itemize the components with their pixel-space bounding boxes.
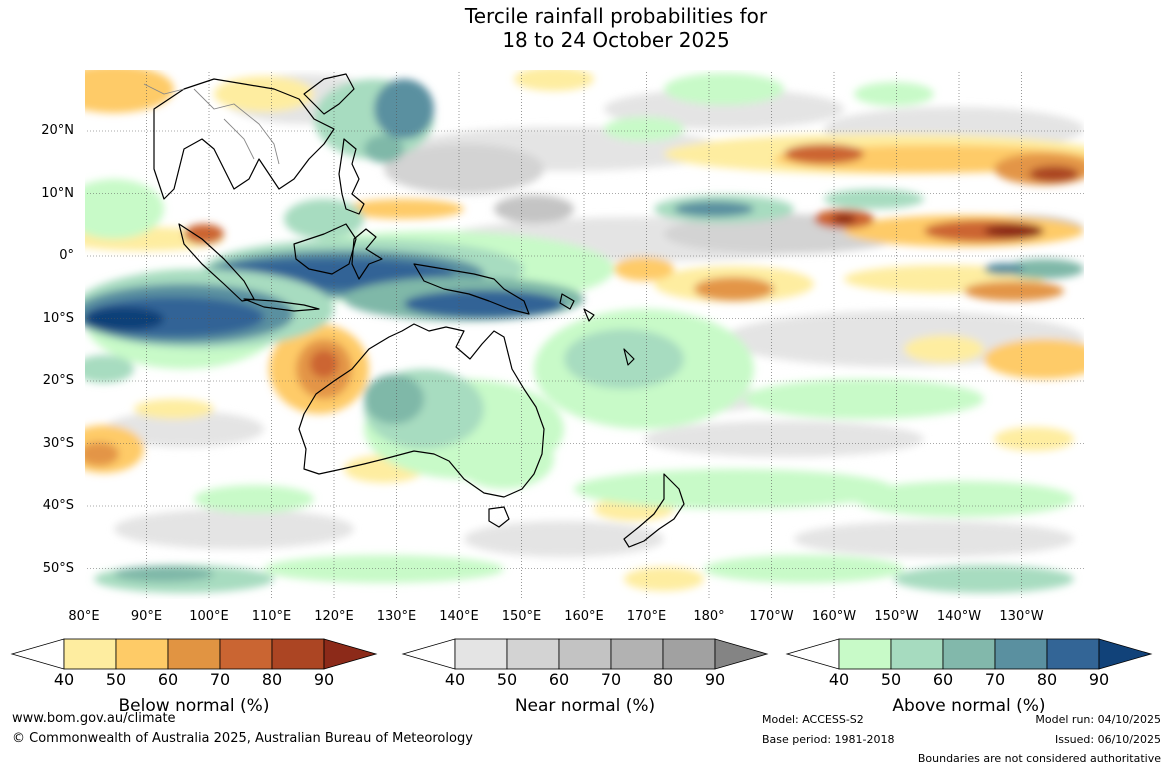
longitude-label: 140°E [439, 609, 479, 624]
colorbar-tick-label: 70 [600, 670, 622, 689]
colorbar-segment [942, 638, 996, 670]
colorbar-title: Below normal (%) [118, 696, 270, 716]
colorbar [401, 638, 769, 670]
latitude-label: 0° [59, 248, 74, 263]
colorbar-extend-low [401, 638, 456, 670]
colorbar-segment [610, 638, 664, 670]
colorbar-tick-label: 80 [1036, 670, 1058, 689]
longitude-label: 80°E [68, 609, 100, 624]
colorbar-segment [271, 638, 325, 670]
colorbar [785, 638, 1153, 670]
map-gridlines [84, 69, 1085, 600]
colorbar-segment [167, 638, 221, 670]
boundaries-disclaimer: Boundaries are not considered authoritat… [917, 752, 1161, 765]
issued-text: Issued: 06/10/2025 [1054, 733, 1161, 746]
longitude-label: 160°E [564, 609, 604, 624]
colorbar-tick-label: 90 [1088, 670, 1110, 689]
latitude-label: 10°N [41, 185, 74, 201]
model-run-text: Model run: 04/10/2025 [1035, 713, 1161, 726]
bom-url[interactable]: www.bom.gov.au/climate [12, 711, 176, 726]
longitude-label: 140°W [936, 609, 982, 624]
copyright-text: © Commonwealth of Australia 2025, Austra… [12, 731, 473, 746]
longitude-label: 100°E [189, 609, 229, 624]
colorbar-extend-high [323, 638, 378, 670]
latitude-label: 20°S [42, 373, 74, 388]
colorbar-segment [219, 638, 273, 670]
latitude-label: 10°S [42, 310, 74, 326]
colorbar-tick-label: 90 [313, 670, 335, 689]
longitude-label: 170°E [626, 609, 667, 624]
colorbar-tick-label: 70 [209, 670, 231, 689]
longitude-label: 90°E [130, 609, 163, 624]
colorbar-extend-low [785, 638, 840, 670]
colorbar-tick-label: 50 [496, 670, 518, 689]
colorbar-segment [1046, 638, 1100, 670]
coastlines [153, 73, 685, 548]
latitude-label: 20°N [41, 123, 74, 138]
colorbar-tick-label: 40 [828, 670, 850, 689]
colorbar-tick-label: 90 [704, 670, 726, 689]
colorbar-title: Above normal (%) [892, 696, 1046, 716]
colorbar-extend-low [10, 638, 65, 670]
title-line-1: Tercile rainfall probabilities for [464, 4, 768, 28]
longitude-label: 130°E [376, 609, 417, 624]
colorbar-segment [115, 638, 169, 670]
colorbar-tick-label: 50 [880, 670, 902, 689]
title-line-2: 18 to 24 October 2025 [502, 28, 730, 52]
longitude-label: 150°E [501, 609, 542, 624]
colorbar-segment [454, 638, 508, 670]
colorbar-segment [506, 638, 560, 670]
country-boundaries [143, 83, 280, 165]
longitude-label: 160°W [811, 609, 857, 624]
colorbar-tick-label: 60 [932, 670, 954, 689]
base-period-text: Base period: 1981-2018 [762, 733, 895, 746]
colorbar-tick-label: 50 [105, 670, 127, 689]
colorbar-segment [890, 638, 944, 670]
colorbar-tick-label: 60 [157, 670, 179, 689]
colorbar-tick-label: 80 [652, 670, 674, 689]
colorbar-segment [994, 638, 1048, 670]
latitude-label: 40°S [42, 498, 74, 513]
colorbar-tick-label: 70 [984, 670, 1006, 689]
colorbar-segment [558, 638, 612, 670]
colorbar-extend-high [1098, 638, 1153, 670]
colorbar-tick-label: 60 [548, 670, 570, 689]
forecast-map [84, 69, 1085, 600]
model-text: Model: ACCESS-S2 [762, 713, 864, 726]
below-normal-patches [84, 69, 1085, 591]
map-title: Tercile rainfall probabilities for 18 to… [0, 4, 1173, 52]
latitude-label: 30°S [42, 435, 74, 451]
rainfall-probability-map [84, 69, 1085, 600]
colorbar-tick-label: 40 [53, 670, 75, 689]
longitude-label: 130°W [999, 609, 1044, 624]
colorbar-segment [662, 638, 716, 670]
colorbar-tick-label: 80 [261, 670, 283, 689]
longitude-label: 180° [693, 609, 725, 624]
colorbar-segment [838, 638, 892, 670]
colorbar-tick-label: 40 [444, 670, 466, 689]
latitude-label: 50°S [42, 560, 74, 576]
longitude-label: 170°W [749, 609, 794, 624]
colorbar-title: Near normal (%) [514, 696, 656, 716]
colorbar [10, 638, 378, 670]
longitude-label: 150°W [874, 609, 919, 624]
colorbar-segment [63, 638, 117, 670]
longitude-label: 120°E [314, 609, 354, 624]
longitude-label: 110°E [251, 609, 292, 624]
colorbar-extend-high [714, 638, 769, 670]
